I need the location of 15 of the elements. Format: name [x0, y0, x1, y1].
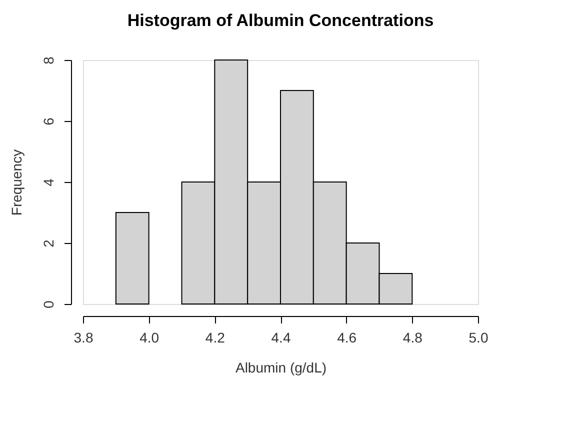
x-tick-label: 4.2 [205, 330, 226, 346]
x-tick-label: 3.8 [74, 330, 94, 346]
x-tick-label: 5.0 [468, 330, 488, 346]
y-axis-title: Frequency [8, 149, 24, 216]
x-axis-title: Albumin (g/dL) [235, 360, 327, 376]
y-tick-label: 4 [40, 178, 56, 186]
y-tick-label: 0 [40, 300, 56, 308]
x-tick-label: 4.8 [402, 330, 423, 346]
y-tick-label: 8 [40, 56, 56, 64]
chart-title: Histogram of Albumin Concentrations [127, 11, 434, 30]
x-tick-label: 4.6 [337, 330, 357, 346]
x-tick-label: 4.0 [140, 330, 160, 346]
y-tick-label: 6 [40, 117, 56, 126]
x-tick-label: 4.4 [271, 330, 291, 346]
y-tick-label: 2 [40, 239, 56, 248]
